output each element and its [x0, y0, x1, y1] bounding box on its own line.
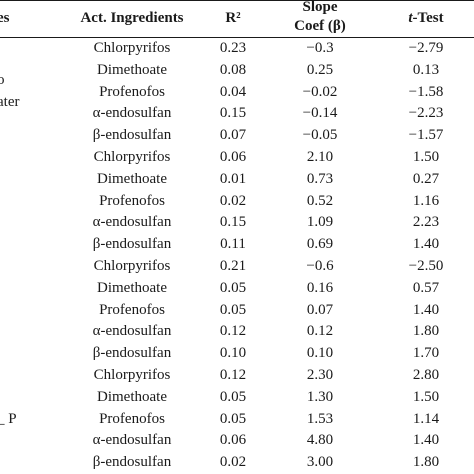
ingredient-cell: Profenofos — [99, 83, 165, 100]
r2-cell: 0.12 — [219, 323, 247, 340]
ttest-cell: 1.50 — [412, 149, 440, 165]
slope-cell: 2.10 — [306, 149, 334, 165]
slope-cell: 4.80 — [306, 432, 334, 449]
ingredient-cell: Dimethoate — [97, 388, 167, 405]
ttest-cell: 0.27 — [412, 170, 440, 187]
ttest-cell: 1.80 — [412, 454, 440, 471]
header-col-ingredients: Act. Ingredients — [80, 10, 184, 26]
ingredient-cell: Dimethoate — [97, 170, 167, 187]
ingredient-cell: β-endosulfan — [92, 127, 172, 144]
ttest-cell: 1.40 — [412, 301, 440, 318]
ttest-cell: 1.50 — [412, 388, 440, 405]
ingredient-cell: Chlorpyrifos — [93, 258, 171, 274]
header-rule — [0, 37, 474, 38]
ingredient-cell: α-endosulfan — [92, 105, 172, 122]
slope-cell: 1.09 — [306, 214, 334, 231]
r2-cell: 0.01 — [219, 170, 247, 187]
ingredient-cell: Profenofos — [99, 301, 165, 318]
ingredient-cell: α-endosulfan — [92, 214, 172, 231]
ingredient-cell: Dimethoate — [97, 279, 167, 296]
ttest-cell: −2.23 — [408, 105, 444, 122]
r2-cell: 0.08 — [219, 61, 247, 78]
header-col-slope-line2: Coef (β) — [294, 18, 346, 34]
ttest-cell: 1.80 — [412, 323, 440, 340]
ingredient-cell: Chlorpyrifos — [93, 149, 171, 165]
r2-cell: 0.05 — [219, 388, 247, 405]
r2-cell: 0.07 — [219, 127, 247, 144]
ingredient-cell: β-endosulfan — [92, 345, 172, 362]
slope-cell: 2.30 — [306, 367, 334, 383]
header-col-ttest: t-Test — [378, 9, 474, 27]
r2-cell: 0.02 — [219, 192, 247, 209]
group-label: ater — [0, 93, 20, 110]
r2-cell: 0.23 — [219, 40, 247, 56]
slope-cell: −0.05 — [302, 127, 338, 144]
slope-cell: 1.53 — [306, 410, 334, 427]
slope-cell: −0.14 — [302, 105, 338, 122]
r2-cell: 0.04 — [219, 83, 247, 100]
ttest-cell: 1.40 — [412, 236, 440, 253]
ttest-cell: −2.50 — [408, 258, 444, 274]
slope-cell: 0.52 — [306, 192, 334, 209]
ttest-cell: 1.14 — [412, 410, 440, 427]
ttest-cell: 2.80 — [412, 367, 440, 383]
ingredient-cell: Dimethoate — [97, 61, 167, 78]
slope-cell: 0.69 — [306, 236, 334, 253]
header-col-ttest-suffix: -Test — [412, 10, 444, 26]
r2-cell: 0.05 — [219, 301, 247, 318]
ingredient-cell: β-endosulfan — [92, 236, 172, 253]
header-col-r2: R² — [225, 10, 241, 26]
ingredient-cell: Chlorpyrifos — [93, 40, 171, 56]
r2-cell: 0.05 — [219, 279, 247, 296]
slope-cell: 1.30 — [306, 388, 334, 405]
r2-cell: 0.21 — [219, 258, 247, 274]
ingredient-cell: Chlorpyrifos — [93, 367, 171, 383]
ttest-cell: 1.70 — [412, 345, 440, 362]
top-rule — [0, 0, 474, 1]
ttest-cell: 2.23 — [412, 214, 440, 231]
header-col-group: es — [0, 10, 10, 26]
ttest-cell: −2.79 — [408, 40, 444, 56]
group-label: o — [0, 71, 5, 88]
group-label: _ P — [0, 410, 17, 427]
r2-cell: 0.06 — [219, 149, 247, 165]
slope-cell: 0.16 — [306, 279, 334, 296]
ingredient-cell: α-endosulfan — [92, 323, 172, 340]
r2-cell: 0.05 — [219, 410, 247, 427]
r2-cell: 0.10 — [219, 345, 247, 362]
slope-cell: 0.07 — [306, 301, 334, 318]
slope-cell: 0.10 — [306, 345, 334, 362]
slope-cell: 0.12 — [306, 323, 334, 340]
header-col-slope-line1: Slope — [302, 0, 338, 15]
slope-cell: −0.3 — [306, 40, 334, 56]
r2-cell: 0.12 — [219, 367, 247, 383]
ingredient-cell: Profenofos — [99, 192, 165, 209]
slope-cell: 3.00 — [306, 454, 334, 471]
ttest-cell: −1.58 — [408, 83, 444, 100]
ttest-cell: 1.40 — [412, 432, 440, 449]
ttest-cell: 0.13 — [412, 61, 440, 78]
r2-cell: 0.06 — [219, 432, 247, 449]
slope-cell: 0.73 — [306, 170, 334, 187]
r2-cell: 0.15 — [219, 214, 247, 231]
ttest-cell: 1.16 — [412, 192, 440, 209]
header-col-ttest-prefix: t — [408, 10, 413, 26]
ingredient-cell: α-endosulfan — [92, 432, 172, 449]
ttest-cell: 0.57 — [412, 279, 440, 296]
r2-cell: 0.11 — [220, 236, 246, 253]
r2-cell: 0.02 — [219, 454, 247, 471]
ingredient-cell: β-endosulfan — [92, 454, 172, 471]
slope-cell: −0.6 — [306, 258, 334, 274]
ttest-cell: −1.57 — [408, 127, 444, 144]
slope-cell: −0.02 — [302, 83, 338, 100]
r2-cell: 0.15 — [219, 105, 247, 122]
slope-cell: 0.25 — [306, 61, 334, 78]
ingredient-cell: Profenofos — [99, 410, 165, 427]
